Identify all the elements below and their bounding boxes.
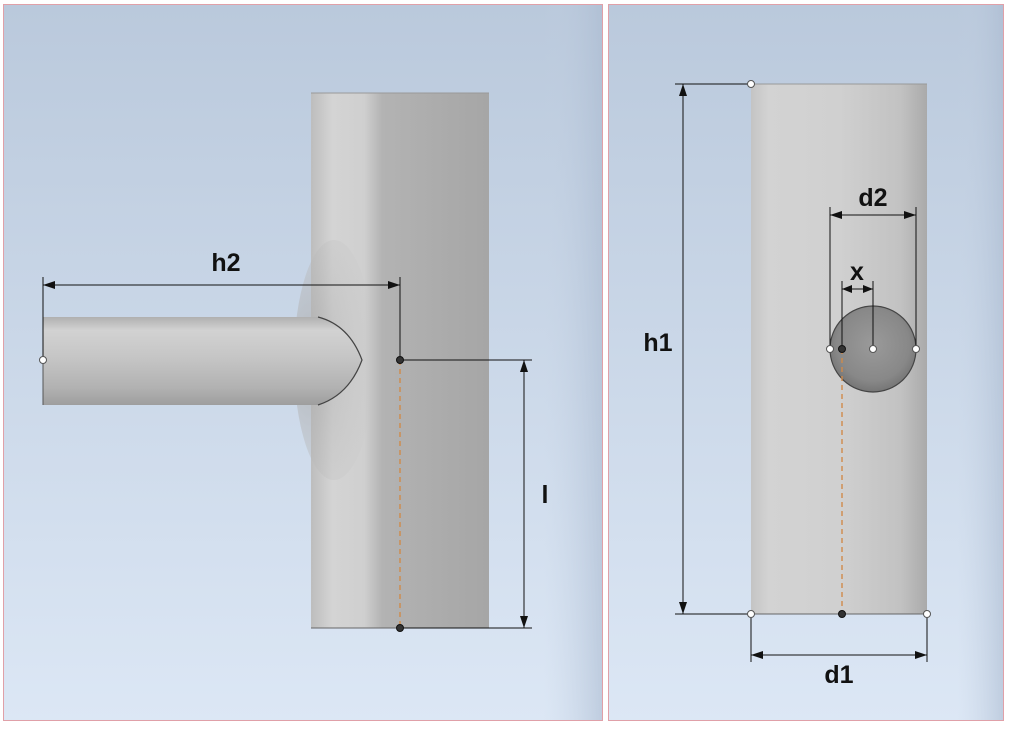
l-label: l [542, 481, 549, 509]
l-arrow-bottom [520, 616, 528, 628]
branch-intersection-curve [317, 316, 363, 406]
bottom-offset-point [838, 610, 846, 618]
side-view-drawing: h2 l [4, 5, 602, 720]
h1-label: h1 [643, 329, 672, 357]
hole-right-point [912, 345, 920, 353]
top-left-point [747, 80, 755, 88]
d2-arrow-right [904, 211, 916, 219]
x-arrow-right [863, 285, 873, 293]
h1-arrow-top [679, 84, 687, 96]
front-view-panel: h1 d1 d2 x [608, 4, 1004, 721]
offset-point [838, 345, 846, 353]
d2-arrow-left [830, 211, 842, 219]
hole-left-point [826, 345, 834, 353]
h2-arrow-right [388, 281, 400, 289]
d1-label: d1 [824, 661, 853, 689]
d2-label: d2 [858, 184, 887, 212]
hole-center-point [869, 345, 877, 353]
h2-label: h2 [211, 249, 240, 277]
d1-arrow-left [751, 651, 763, 659]
side-view-panel: h2 l [3, 4, 603, 721]
junction-point [396, 356, 404, 364]
bottom-left-point [747, 610, 755, 618]
branch-end-point [39, 356, 47, 364]
d1-arrow-right [915, 651, 927, 659]
h1-arrow-bottom [679, 602, 687, 614]
l-arrow-top [520, 360, 528, 372]
h2-arrow-left [43, 281, 55, 289]
x-label: x [850, 258, 864, 286]
x-arrow-left [842, 285, 852, 293]
branch-cylinder [43, 317, 362, 405]
bottom-right-point [923, 610, 931, 618]
bottom-point [396, 624, 404, 632]
front-view-drawing: h1 d1 d2 x [609, 5, 1003, 720]
